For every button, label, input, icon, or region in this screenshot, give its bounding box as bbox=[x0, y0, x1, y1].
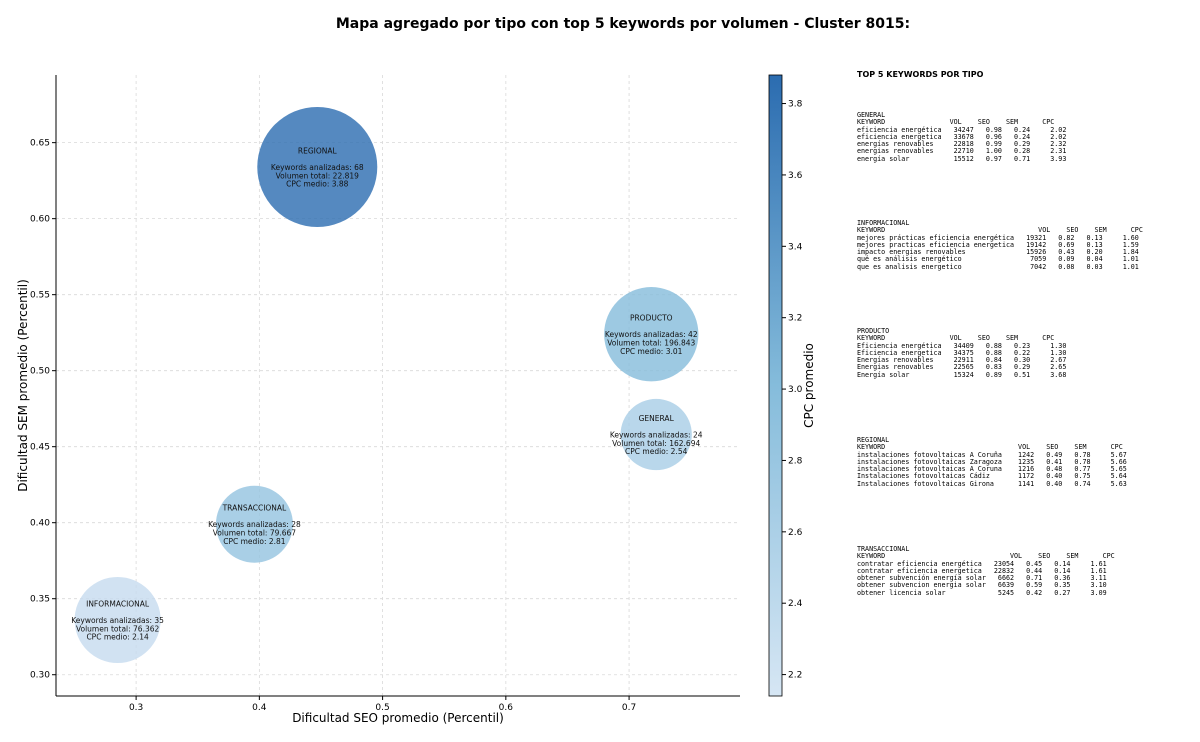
y-tick-label: 0.30 bbox=[30, 671, 50, 681]
keyword-table-transaccional: TRANSACCIONAL KEYWORD VOL SEO SEM CPC co… bbox=[857, 545, 1115, 597]
x-tick-label: 0.5 bbox=[375, 703, 389, 713]
axes: 0.3 0.4 0.5 0.6 0.7 0.30 0.35 0.40 0.45 0.50 0.55 0… bbox=[16, 75, 740, 725]
y-tick-label: 0.60 bbox=[30, 215, 50, 225]
colorbar-gradient bbox=[768, 74, 783, 697]
bubble-label-regional: Keywords analizadas: 68 bbox=[271, 163, 364, 172]
colorbar-tick-label: 2.8 bbox=[788, 456, 803, 466]
colorbar-tick-label: 3.2 bbox=[788, 314, 802, 324]
bubble-label-informacional: Keywords analizadas: 35 bbox=[71, 616, 164, 625]
keyword-table-general: GENERAL KEYWORD VOL SEO SEM CPC eficienc… bbox=[857, 111, 1067, 163]
y-tick-label: 0.35 bbox=[30, 595, 50, 605]
x-axis-label: Dificultad SEO promedio (Percentil) bbox=[292, 711, 504, 725]
chart-title: Mapa agregado por tipo con top 5 keyword… bbox=[335, 16, 911, 32]
colorbar-tick-label: 2.6 bbox=[788, 528, 803, 538]
bubble-label-general: Keywords analizadas: 24 bbox=[610, 431, 703, 440]
bubble-label-transaccional: TRANSACCIONAL bbox=[222, 504, 287, 513]
keyword-table-informacional: INFORMACIONAL KEYWORD VOL SEO SEM CPC me… bbox=[857, 219, 1143, 271]
bubble-label-general: Volumen total: 162.694 bbox=[612, 439, 700, 448]
bubble-regional bbox=[257, 106, 378, 227]
y-tick-label: 0.50 bbox=[30, 367, 50, 377]
y-tick-label: 0.55 bbox=[30, 291, 50, 301]
bubble-label-producto: Keywords analizadas: 42 bbox=[605, 330, 698, 339]
x-tick-label: 0.4 bbox=[252, 703, 267, 713]
x-tick-label: 0.7 bbox=[622, 703, 636, 713]
bubble-label-producto: PRODUCTO bbox=[630, 314, 673, 323]
bubble-label-general: GENERAL bbox=[639, 414, 675, 423]
bubble-label-producto: CPC medio: 3.01 bbox=[620, 347, 683, 356]
bubble-producto bbox=[604, 287, 699, 382]
bubble-label-producto: Volumen total: 196.843 bbox=[607, 338, 695, 347]
keyword-table-producto: PRODUCTO KEYWORD VOL SEO SEM CPC Eficien… bbox=[857, 327, 1067, 379]
colorbar-tick-label: 2.2 bbox=[788, 671, 802, 681]
colorbar-tick-label: 3.4 bbox=[788, 242, 803, 252]
bubble-label-transaccional: CPC medio: 2.81 bbox=[223, 537, 286, 546]
y-axis-label: Dificultad SEM promedio (Percentil) bbox=[16, 279, 30, 492]
bubble-label-transaccional: Volumen total: 79.667 bbox=[213, 529, 297, 538]
bubble-transaccional bbox=[215, 485, 293, 563]
y-tick-label: 0.45 bbox=[30, 443, 50, 453]
top-keywords-panel: TOP 5 KEYWORDS POR TIPO GENERAL KEYWORD … bbox=[857, 70, 1197, 596]
colorbar-tick-label: 3.6 bbox=[788, 171, 803, 181]
bubble-label-regional: REGIONAL bbox=[298, 146, 338, 155]
y-tick-label: 0.40 bbox=[30, 519, 50, 529]
bubble-label-transaccional: Keywords analizadas: 28 bbox=[208, 520, 301, 529]
y-tick-label: 0.65 bbox=[30, 139, 50, 149]
colorbar-tick-label: 3.0 bbox=[788, 385, 803, 395]
bubble-label-regional: Volumen total: 22.819 bbox=[276, 171, 360, 180]
bubble-informacional bbox=[74, 576, 161, 664]
colorbar-label: CPC promedio bbox=[802, 343, 816, 428]
x-tick-label: 0.6 bbox=[499, 703, 514, 713]
bubble-label-general: CPC medio: 2.54 bbox=[625, 447, 688, 456]
keyword-table-regional: REGIONAL KEYWORD VOL SEO SEM CPC instala… bbox=[857, 436, 1127, 488]
colorbar: 2.2 2.4 2.6 2.8 3.0 3.2 3.4 3.6 3.8 CPC promedio bbox=[768, 74, 816, 697]
bubble-label-informacional: Volumen total: 76.362 bbox=[76, 624, 160, 633]
colorbar-tick-label: 3.8 bbox=[788, 100, 803, 110]
bubble-label-regional: CPC medio: 3.88 bbox=[286, 180, 349, 189]
bubble-general bbox=[620, 398, 692, 471]
x-tick-label: 0.3 bbox=[129, 703, 143, 713]
top-keywords-heading: TOP 5 KEYWORDS POR TIPO bbox=[857, 70, 984, 79]
bubble-label-informacional: CPC medio: 2.14 bbox=[86, 633, 149, 642]
colorbar-tick-label: 2.4 bbox=[788, 599, 803, 609]
bubble-label-informacional: INFORMACIONAL bbox=[86, 599, 150, 608]
grid-lines bbox=[56, 75, 740, 696]
